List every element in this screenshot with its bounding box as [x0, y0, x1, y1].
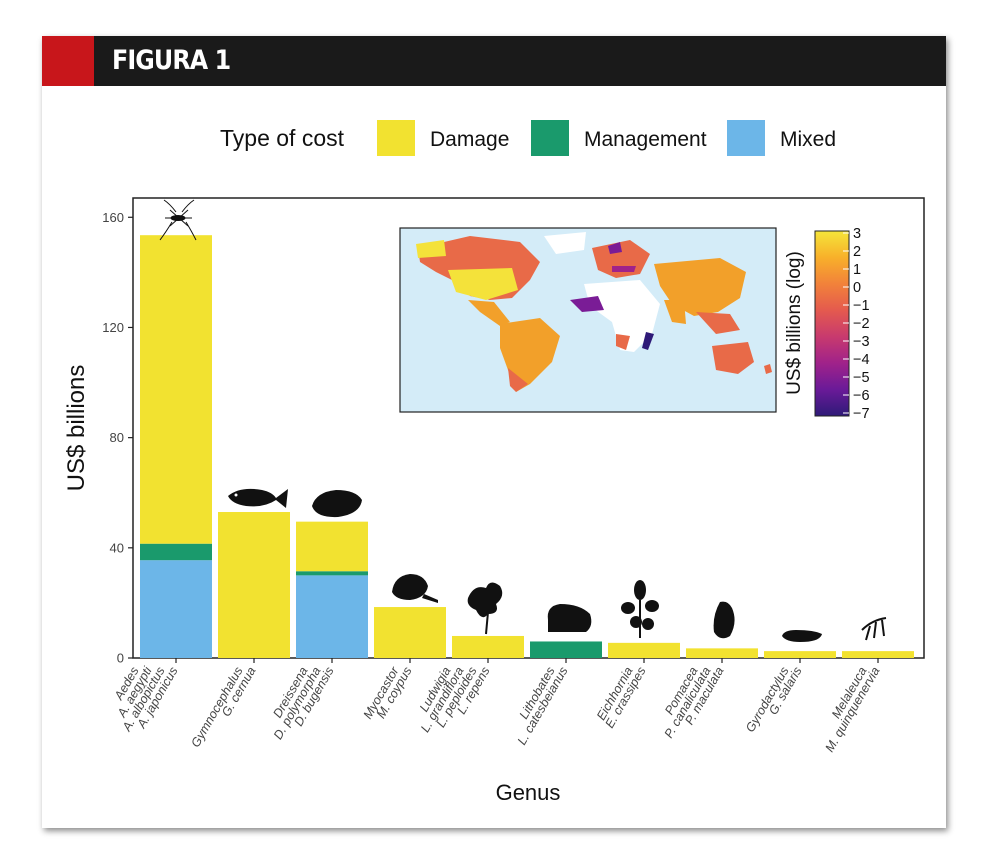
map-southeast-asia — [696, 312, 740, 334]
colorbar-tick-label: −1 — [853, 298, 870, 314]
y-axis-title: US$ billions — [63, 365, 90, 492]
figure-banner: FIGURA 1 — [42, 36, 946, 86]
colorbar-tick-label: −4 — [853, 352, 870, 368]
mosquito-icon — [159, 199, 197, 241]
legend-label-management: Management — [584, 128, 707, 151]
bar-mixed-2 — [296, 575, 368, 658]
map-india — [664, 300, 686, 324]
map-europe — [592, 240, 650, 278]
colorbar-tick-label: 3 — [853, 226, 861, 242]
colorbar-tick-label: −7 — [853, 406, 870, 422]
y-tick-label: 40 — [110, 540, 124, 555]
legend: Type of cost Damage Management Mixed — [220, 120, 836, 156]
map-madagascar — [642, 332, 654, 350]
flatworm-icon — [782, 630, 822, 642]
banner-accent — [42, 36, 94, 86]
colorbar-tick-label: 2 — [853, 244, 861, 260]
legend-label-damage: Damage — [430, 128, 509, 151]
map-usa — [448, 268, 518, 300]
map-alaska — [416, 240, 446, 258]
map-australia — [712, 342, 754, 374]
legend-swatch-mixed — [727, 120, 765, 156]
colorbar-title: US$ billions (log) — [784, 251, 805, 395]
colorbar-tick-label: −5 — [853, 370, 870, 386]
bars — [140, 235, 914, 658]
map-south-america — [500, 318, 560, 392]
map-southern-africa — [616, 334, 630, 350]
y-tick-label: 120 — [102, 320, 124, 335]
y-tick-label: 160 — [102, 210, 124, 225]
map-west-africa — [570, 296, 604, 312]
y-tick-label: 80 — [110, 430, 124, 445]
map-greenland — [544, 232, 586, 254]
frog-icon — [547, 604, 592, 632]
colorbar-tick-label: −3 — [853, 334, 870, 350]
melaleuca-icon — [861, 617, 887, 641]
map-africa — [584, 280, 660, 352]
colorbar-tick-label: −6 — [853, 388, 870, 404]
colorbar-tick-label: 1 — [853, 262, 861, 278]
bar-damage-8 — [764, 651, 836, 658]
bar-damage-3 — [374, 607, 446, 658]
flower-icon — [467, 582, 503, 635]
bar-damage-2 — [296, 521, 368, 572]
bar-management-2 — [296, 571, 368, 576]
mussel-icon — [312, 490, 362, 518]
bar-damage-1 — [218, 512, 290, 658]
map-southern-europe — [612, 266, 636, 272]
bar-damage-7 — [686, 648, 758, 658]
colorbar-tick-label: 0 — [853, 280, 861, 296]
inset-map: 3 2 1 0 −1 −2 −3 −4 −5 −6 −7 US$ billions (log) — [399, 226, 870, 422]
x-axis-title: Genus — [496, 780, 561, 805]
bar-damage-6 — [608, 642, 680, 658]
bar-management-0 — [140, 543, 212, 561]
map-new-zealand — [764, 364, 772, 374]
legend-label-mixed: Mixed — [780, 128, 836, 151]
colorbar-tick-label: −2 — [853, 316, 870, 332]
legend-title: Type of cost — [220, 125, 345, 151]
legend-swatch-damage — [377, 120, 415, 156]
map-scandinavia — [608, 242, 622, 254]
bar-mixed-0 — [140, 560, 212, 658]
map-central-america — [468, 300, 510, 326]
bar-damage-0 — [140, 235, 212, 544]
y-tick-label: 0 — [117, 651, 124, 666]
bar-damage-4 — [452, 635, 524, 658]
colorbar-ticks: 3 2 1 0 −1 −2 −3 −4 −5 −6 −7 — [843, 226, 870, 422]
y-axis: 0 40 80 120 160 — [102, 210, 133, 666]
snail-icon — [713, 601, 735, 639]
nutria-icon — [392, 574, 438, 603]
bar-management-5 — [530, 641, 602, 658]
fish-icon — [228, 488, 288, 508]
figure-title: FIGURA 1 — [112, 45, 231, 76]
water-hyacinth-icon — [621, 580, 659, 638]
map-argentina — [508, 368, 528, 392]
bar-damage-9 — [842, 651, 914, 658]
legend-swatch-management — [531, 120, 569, 156]
